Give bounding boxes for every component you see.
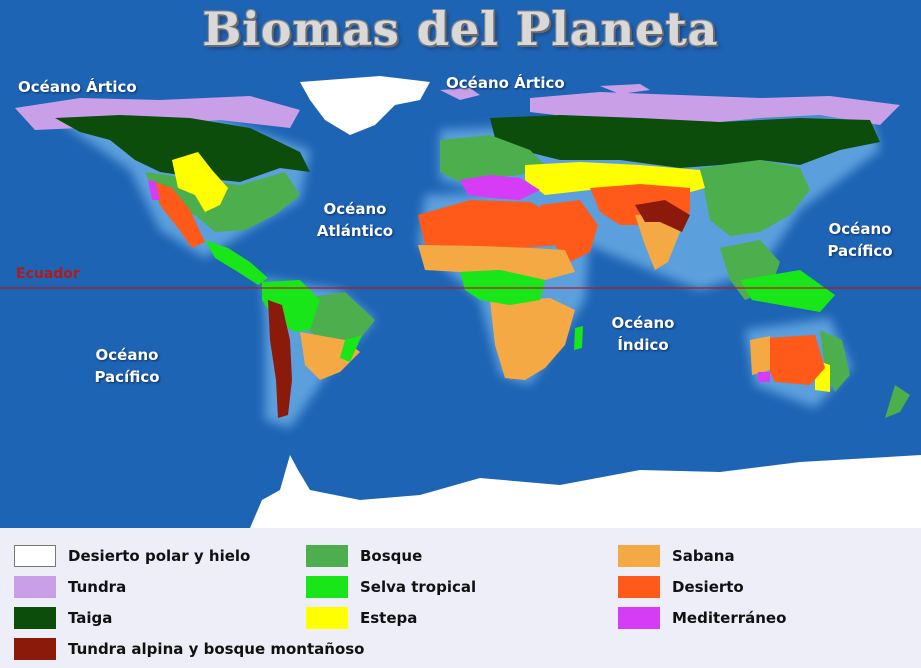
antarctica [250,455,921,528]
legend-item-forest: Bosque [306,544,422,568]
alpine-himalaya [635,200,690,232]
legend-label-steppe: Estepa [360,609,418,627]
mediterranean-california [148,180,160,200]
legend-item-savanna: Sabana [618,544,735,568]
legend-swatch-mediterranean [618,607,660,629]
legend-swatch-steppe [306,607,348,629]
legend-item-taiga: Taiga [14,606,112,630]
desert-sahara [418,200,565,248]
legend-label-mediterranean: Mediterráneo [672,609,787,627]
equator-label: Ecuador [16,266,80,282]
legend-item-alpine: Tundra alpina y bosque montañoso [14,637,365,661]
legend-swatch-savanna [618,545,660,567]
rainforest-madagascar [574,326,583,350]
greenland [300,76,430,135]
forest-australia [820,330,850,392]
desert-australia [765,335,825,385]
rainforest-brazil-coast [340,335,362,362]
savanna-india [635,212,680,270]
legend-swatch-taiga [14,607,56,629]
savanna-australia [750,336,770,375]
label-pacific-right-line2: Pacífico [827,242,893,260]
forest-new-zealand [885,385,910,418]
legend-item-desert: Desierto [618,575,744,599]
legend-label-savanna: Sabana [672,547,735,565]
legend-label-desert: Desierto [672,578,744,596]
taiga-eurasia [490,115,880,168]
savanna-africa-north [418,245,575,280]
forest-asia [700,160,810,236]
rainforest-central-america [205,240,268,285]
tundra-islands [440,84,650,100]
alpine-andes [268,300,292,418]
label-arctic-left-text: Océano Ártico [18,78,137,96]
label-indian: Océano Índico [598,312,688,356]
label-pacific-right-line1: Océano [828,220,892,238]
legend-label-rainforest: Selva tropical [360,578,477,596]
label-atlantic: Océano Atlántico [310,198,400,242]
legend: Desierto polar y hielo Tundra Taiga Tund… [0,528,921,668]
legend-label-taiga: Taiga [68,609,113,627]
mediterranean-australia [758,372,770,382]
forest-europe [440,135,545,182]
label-pacific-left-line1: Océano [95,346,159,364]
legend-swatch-rainforest [306,576,348,598]
legend-item-polar: Desierto polar y hielo [14,544,250,568]
legend-label-tundra: Tundra [68,578,127,596]
legend-label-forest: Bosque [360,547,423,565]
legend-swatch-alpine [14,638,56,660]
desert-arabia [540,200,598,262]
legend-label-alpine: Tundra alpina y bosque montañoso [68,640,365,658]
legend-swatch-tundra [14,576,56,598]
legend-swatch-desert [618,576,660,598]
label-pacific-right: Océano Pacífico [815,218,905,262]
label-arctic-right: Océano Ártico [446,72,565,94]
legend-item-tundra: Tundra [14,575,126,599]
label-pacific-left-line2: Pacífico [94,368,160,386]
legend-label-polar: Desierto polar y hielo [68,547,251,565]
world-biome-map [0,0,921,528]
label-arctic-right-text: Océano Ártico [446,74,565,92]
label-atlantic-line2: Atlántico [316,222,394,240]
map-title: Biomas del Planeta [202,2,719,56]
legend-item-rainforest: Selva tropical [306,575,476,599]
rainforest-southeast-asia [740,270,835,312]
mediterranean-europe [460,175,540,200]
label-atlantic-line1: Océano [323,200,387,218]
label-pacific-left: Océano Pacífico [82,344,172,388]
legend-swatch-polar [14,545,56,567]
tundra-eurasia [530,92,900,125]
legend-item-mediterranean: Mediterráneo [618,606,786,630]
legend-item-steppe: Estepa [306,606,417,630]
legend-swatch-forest [306,545,348,567]
savanna-africa-south [490,298,575,380]
steppe-north-america [172,152,228,212]
label-arctic-left: Océano Ártico [18,76,137,98]
taiga-north-america [55,115,310,182]
label-indian-line1: Océano [611,314,675,332]
desert-north-america [150,180,205,248]
label-indian-line2: Índico [617,336,669,354]
